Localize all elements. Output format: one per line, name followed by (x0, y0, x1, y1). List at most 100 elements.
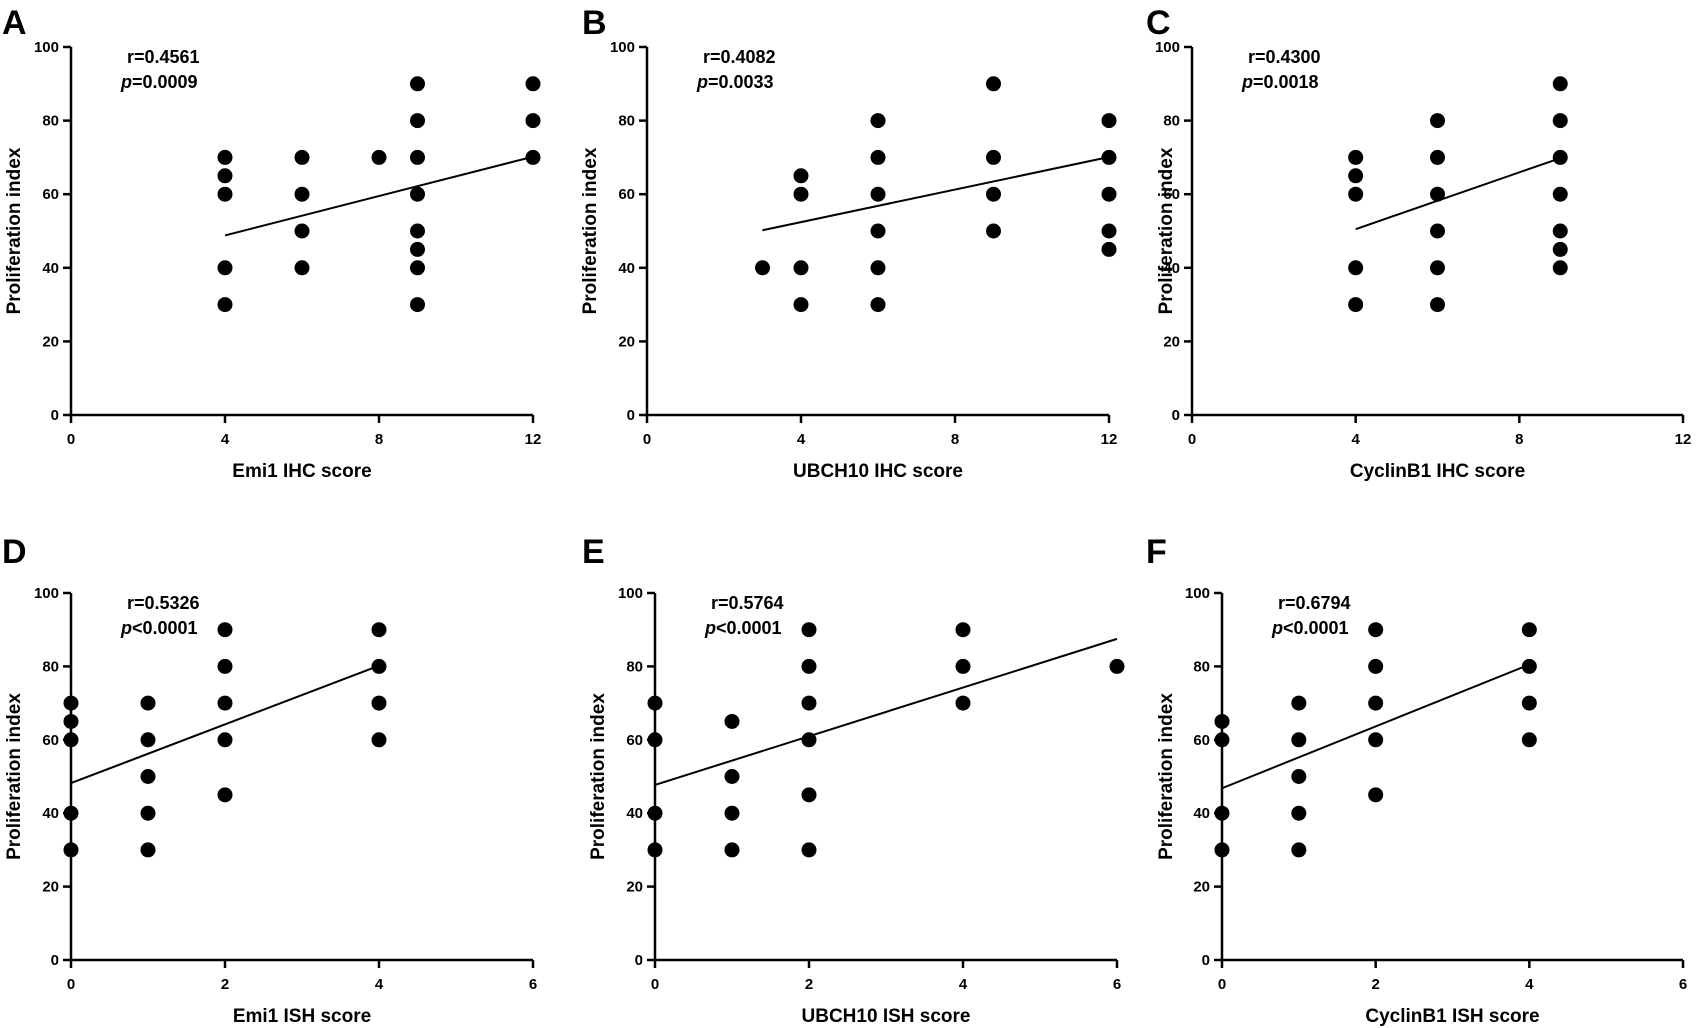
x-tick-label: 6 (529, 976, 537, 993)
data-point (410, 186, 425, 202)
panel-b: B 0 20 40 60 80 100 0 4 8 12 UBCH10 IHC score Prolif… (580, 4, 1117, 482)
p-symbol: p (120, 72, 132, 92)
r-value-label: r=0.5326 (127, 593, 200, 613)
x-tick-label: 12 (1675, 431, 1692, 448)
y-tick-label: 80 (618, 113, 635, 130)
x-axis-label: CyclinB1 ISH score (1365, 1006, 1539, 1027)
panel-f: F 0 20 40 60 80 100 0 2 4 6 CyclinB1 ISH score Proli… (1146, 533, 1687, 1027)
data-point (217, 168, 233, 184)
panel-letter: B (582, 4, 607, 42)
data-point (801, 787, 817, 803)
data-point (1101, 113, 1117, 129)
y-tick-label: 0 (1172, 407, 1180, 424)
p-value-label: p<0.0001 (1271, 618, 1349, 638)
data-point (1214, 732, 1230, 748)
data-point (1552, 186, 1568, 202)
data-point (1552, 260, 1568, 276)
data-point (793, 297, 809, 313)
data-point (1521, 622, 1537, 638)
y-tick-label: 20 (626, 879, 643, 896)
data-point (1348, 168, 1364, 184)
y-tick-label: 60 (42, 732, 59, 749)
data-point (1430, 186, 1445, 202)
y-tick-label: 80 (1163, 113, 1180, 130)
data-point (870, 113, 886, 129)
data-point (870, 223, 886, 239)
data-point (724, 805, 740, 821)
data-point (410, 241, 425, 257)
data-point (1521, 695, 1537, 711)
y-tick-label: 60 (42, 186, 59, 203)
y-axis-label: Proliferation index (4, 147, 25, 314)
data-point (1101, 241, 1117, 257)
panel-c: C 0 20 40 60 80 100 0 4 8 12 CyclinB1 IHC score Prol… (1146, 4, 1691, 482)
x-tick-label: 2 (1371, 976, 1379, 993)
data-point (1521, 658, 1537, 674)
x-axis-label: CyclinB1 IHC score (1350, 461, 1525, 482)
data-point (1368, 658, 1384, 674)
data-point (986, 76, 1001, 92)
y-axis-label: Proliferation index (1156, 693, 1177, 860)
y-tick-label: 100 (618, 585, 643, 602)
data-point (1430, 260, 1445, 276)
y-tick-label: 80 (1193, 658, 1210, 675)
y-tick-label: 20 (42, 879, 59, 896)
p-value-label: p=0.0009 (120, 72, 198, 92)
y-tick-label: 100 (610, 39, 635, 56)
data-point (371, 695, 387, 711)
data-point (217, 622, 233, 638)
regression-line (762, 156, 1110, 232)
regression-line (1221, 663, 1530, 790)
data-point (1291, 842, 1307, 858)
panel-a: A 0 20 40 60 80 100 0 4 8 12 Emi1 IHC score Prolifer… (2, 4, 541, 482)
data-point (1348, 149, 1364, 165)
x-tick-label: 4 (959, 976, 968, 993)
r-value-label: r=0.4561 (127, 47, 200, 67)
data-point (870, 149, 886, 165)
x-tick-label: 8 (951, 431, 959, 448)
data-point (294, 260, 310, 276)
data-point (1552, 241, 1568, 257)
y-tick-label: 80 (42, 113, 59, 130)
data-point (140, 769, 156, 784)
y-tick-label: 40 (1193, 805, 1210, 822)
data-point (1368, 695, 1384, 711)
data-point (1348, 297, 1364, 313)
data-point (793, 168, 809, 184)
y-tick-label: 80 (42, 658, 59, 675)
y-tick-label: 0 (627, 407, 635, 424)
data-point (294, 186, 310, 202)
y-tick-label: 40 (626, 805, 643, 822)
data-point (1430, 297, 1445, 313)
p-value-label: p<0.0001 (120, 618, 198, 638)
data-point (1291, 695, 1307, 711)
r-value-label: r=0.4082 (703, 47, 776, 67)
data-point (1214, 713, 1230, 729)
data-point (647, 695, 663, 711)
data-point (1101, 186, 1117, 202)
data-point (1348, 260, 1364, 276)
data-point (724, 842, 740, 858)
y-tick-label: 20 (1163, 333, 1180, 350)
y-tick-label: 40 (42, 260, 59, 277)
x-tick-label: 8 (1515, 431, 1523, 448)
panel-letter: C (1146, 4, 1171, 42)
panel-letter: A (2, 4, 27, 42)
data-point (647, 732, 663, 748)
p-value-label: p<0.0001 (704, 618, 782, 638)
p-value: <0.0001 (132, 618, 198, 638)
panel-d: D 0 20 40 60 80 100 0 2 4 6 Emi1 ISH score Prolifera… (2, 533, 537, 1027)
data-point (371, 658, 387, 674)
data-point (63, 842, 79, 858)
data-point (217, 149, 233, 165)
data-point (140, 842, 156, 858)
data-point (410, 223, 425, 239)
x-tick-label: 0 (651, 976, 659, 993)
data-point (647, 805, 663, 821)
data-point (801, 658, 817, 674)
data-point (755, 260, 770, 276)
p-value-label: p=0.0033 (696, 72, 774, 92)
r-value-label: r=0.6794 (1278, 593, 1351, 613)
data-point (647, 842, 663, 858)
x-tick-label: 0 (1188, 431, 1196, 448)
